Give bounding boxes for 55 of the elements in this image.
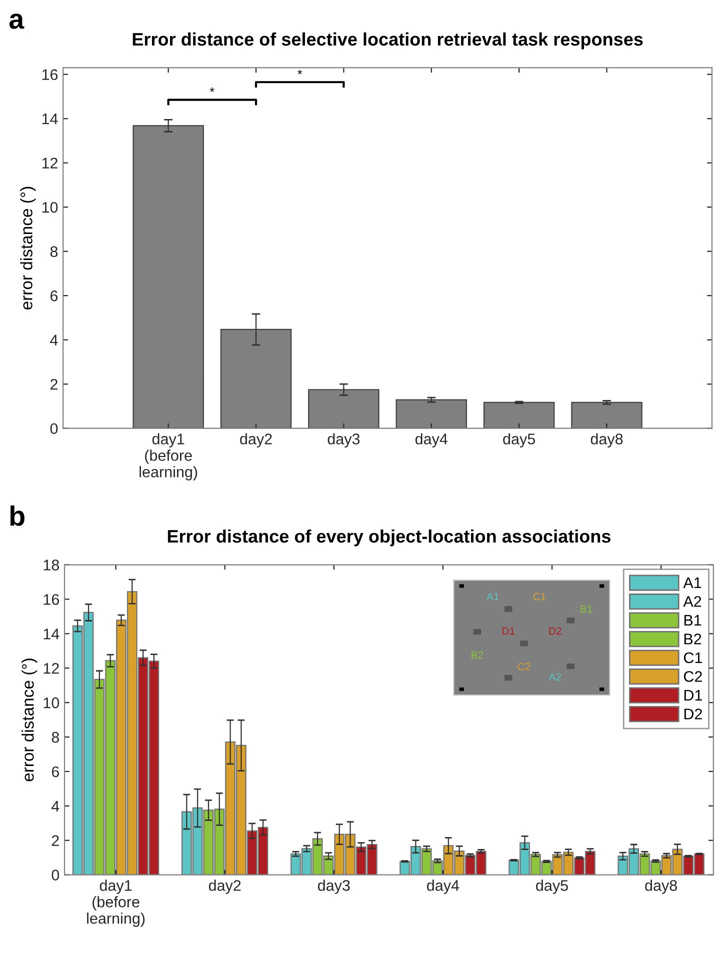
y-tick-label: 10: [44, 697, 60, 708]
annotation: B2: [472, 651, 484, 659]
y-tick-label: 4: [50, 334, 58, 346]
text: a: [9, 14, 24, 29]
text: b: [10, 505, 24, 526]
legend-label: B2: [684, 634, 702, 644]
x-tick-label: day3: [318, 880, 350, 894]
x-tick-label: day4: [415, 433, 448, 448]
annotation: *: [210, 88, 214, 92]
annotation: *: [298, 70, 302, 74]
y-tick-label: 2: [50, 378, 58, 390]
y-tick-label: 16: [42, 69, 58, 80]
y-tick-label: 14: [42, 114, 58, 124]
y-tick-label: 2: [52, 835, 59, 846]
y-tick-label: 12: [42, 158, 58, 168]
x-tick-label: day1 (before learning): [87, 880, 145, 927]
annotation: A2: [548, 673, 561, 680]
legend-label: B1: [684, 614, 702, 626]
y-tick-label: 10: [42, 202, 58, 213]
x-tick-label: day3: [328, 433, 360, 448]
annotation: D2: [549, 627, 562, 635]
y-tick-label: 12: [44, 662, 59, 674]
legend-label: C2: [684, 671, 702, 682]
y-tick-label: 16: [44, 594, 59, 605]
annotation: C2: [518, 662, 530, 670]
legend-label: A1: [683, 577, 702, 588]
annotation: C1: [533, 592, 546, 600]
chart-title: Error distance of selective location retrieval task responses: [132, 32, 643, 50]
y-tick-label: 8: [50, 246, 58, 258]
annotation: B1: [580, 606, 592, 613]
legend-label: D2: [684, 708, 702, 720]
legend-label: A2: [683, 596, 702, 607]
x-tick-label: day8: [590, 433, 623, 448]
annotation: D1: [502, 627, 515, 635]
y-tick-label: 18: [44, 560, 60, 570]
y-tick-label: 0: [50, 423, 58, 434]
x-tick-label: day4: [427, 880, 460, 894]
legend-label: D1: [684, 690, 702, 701]
y-tick-label: 8: [52, 732, 60, 743]
y-axis-title: error distance (°): [22, 658, 38, 782]
x-tick-label: day2: [208, 880, 241, 894]
y-tick-label: 14: [44, 628, 60, 640]
x-tick-label: day8: [645, 880, 677, 894]
y-tick-label: 6: [52, 766, 59, 778]
x-tick-label: day1 (before learning): [140, 433, 198, 480]
annotation: A1: [486, 593, 499, 600]
x-tick-label: day5: [536, 880, 568, 894]
y-tick-label: 6: [50, 290, 58, 302]
y-tick-label: 4: [52, 800, 60, 812]
chart-title: Error distance of every object-location associations: [168, 529, 610, 546]
x-tick-label: day2: [240, 433, 272, 448]
y-axis-title: error distance (°): [20, 186, 36, 310]
legend-label: C1: [684, 652, 702, 664]
y-tick-label: 0: [52, 870, 60, 881]
x-tick-label: day5: [503, 433, 535, 448]
